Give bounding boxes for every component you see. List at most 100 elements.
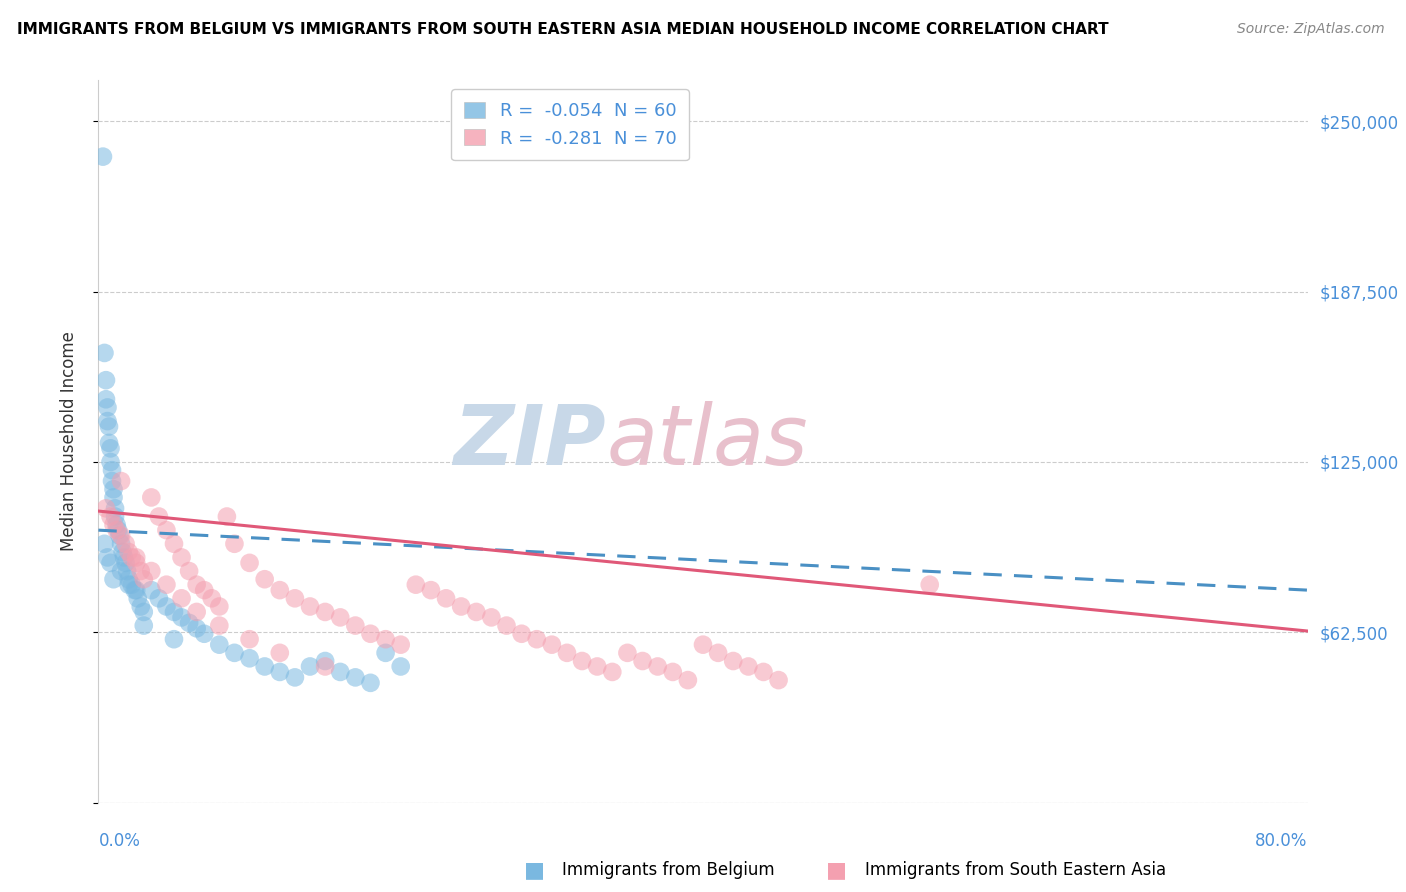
Point — [100, 556, 122, 570]
Point — [155, 599, 177, 614]
Point — [125, 583, 148, 598]
Point — [918, 577, 941, 591]
Y-axis label: Median Household Income: Median Household Income — [59, 332, 77, 551]
Point — [239, 651, 262, 665]
Point — [389, 638, 412, 652]
Point — [155, 523, 177, 537]
Point — [450, 599, 472, 614]
Point — [692, 638, 714, 652]
Point — [314, 659, 336, 673]
Point — [103, 517, 125, 532]
Point — [208, 638, 231, 652]
Point — [132, 572, 155, 586]
Point — [148, 509, 170, 524]
Text: Immigrants from Belgium: Immigrants from Belgium — [562, 861, 775, 879]
Point — [208, 599, 231, 614]
Point — [141, 564, 163, 578]
Point — [170, 591, 193, 606]
Point — [707, 646, 730, 660]
Point — [127, 591, 149, 606]
Point — [239, 556, 262, 570]
Point — [101, 463, 124, 477]
Point — [495, 618, 517, 632]
Point — [360, 626, 382, 640]
Point — [374, 646, 396, 660]
Point — [111, 545, 134, 559]
Point — [253, 659, 276, 673]
Point — [132, 618, 155, 632]
Point — [224, 537, 246, 551]
Point — [269, 646, 291, 660]
Point — [110, 474, 132, 488]
Point — [329, 665, 352, 679]
Point — [186, 621, 208, 635]
Point — [737, 659, 759, 673]
Point — [141, 583, 163, 598]
Point — [360, 676, 382, 690]
Text: Immigrants from South Eastern Asia: Immigrants from South Eastern Asia — [865, 861, 1166, 879]
Point — [661, 665, 683, 679]
Point — [215, 509, 238, 524]
Point — [465, 605, 488, 619]
Point — [389, 659, 412, 673]
Point — [540, 638, 562, 652]
Point — [125, 556, 148, 570]
Point — [555, 646, 578, 660]
Point — [129, 564, 152, 578]
Point — [752, 665, 775, 679]
Point — [314, 605, 336, 619]
Point — [676, 673, 699, 687]
Point — [100, 442, 122, 456]
Point — [98, 419, 121, 434]
Point — [299, 599, 322, 614]
Point — [723, 654, 745, 668]
Point — [110, 528, 132, 542]
Point — [98, 436, 121, 450]
Point — [481, 610, 503, 624]
Point — [124, 583, 146, 598]
Text: Source: ZipAtlas.com: Source: ZipAtlas.com — [1237, 22, 1385, 37]
Point — [602, 665, 624, 679]
Point — [100, 455, 122, 469]
Point — [647, 659, 669, 673]
Point — [108, 528, 131, 542]
Legend: R =  -0.054  N = 60, R =  -0.281  N = 70: R = -0.054 N = 60, R = -0.281 N = 70 — [451, 89, 689, 161]
Point — [114, 556, 136, 570]
Point — [141, 491, 163, 505]
Point — [434, 591, 457, 606]
Point — [121, 550, 143, 565]
Point — [239, 632, 262, 647]
Point — [314, 654, 336, 668]
Point — [344, 618, 367, 632]
Point — [129, 599, 152, 614]
Point — [586, 659, 609, 673]
Point — [118, 572, 141, 586]
Point — [96, 414, 118, 428]
Point — [115, 564, 138, 578]
Point — [186, 605, 208, 619]
Point — [110, 537, 132, 551]
Point — [374, 632, 396, 647]
Point — [114, 537, 136, 551]
Text: IMMIGRANTS FROM BELGIUM VS IMMIGRANTS FROM SOUTH EASTERN ASIA MEDIAN HOUSEHOLD I: IMMIGRANTS FROM BELGIUM VS IMMIGRANTS FR… — [17, 22, 1108, 37]
Point — [103, 482, 125, 496]
Point — [170, 550, 193, 565]
Point — [163, 605, 186, 619]
Point — [94, 373, 117, 387]
Point — [93, 537, 115, 551]
Point — [526, 632, 548, 647]
Point — [155, 577, 177, 591]
Point — [510, 626, 533, 640]
Point — [105, 517, 128, 532]
Point — [125, 550, 148, 565]
Point — [201, 591, 224, 606]
Point — [329, 610, 352, 624]
Point — [118, 577, 141, 591]
Text: 0.0%: 0.0% — [98, 831, 141, 850]
Point — [132, 605, 155, 619]
Point — [103, 491, 125, 505]
Point — [91, 150, 114, 164]
Point — [253, 572, 276, 586]
Point — [344, 670, 367, 684]
Point — [193, 626, 215, 640]
